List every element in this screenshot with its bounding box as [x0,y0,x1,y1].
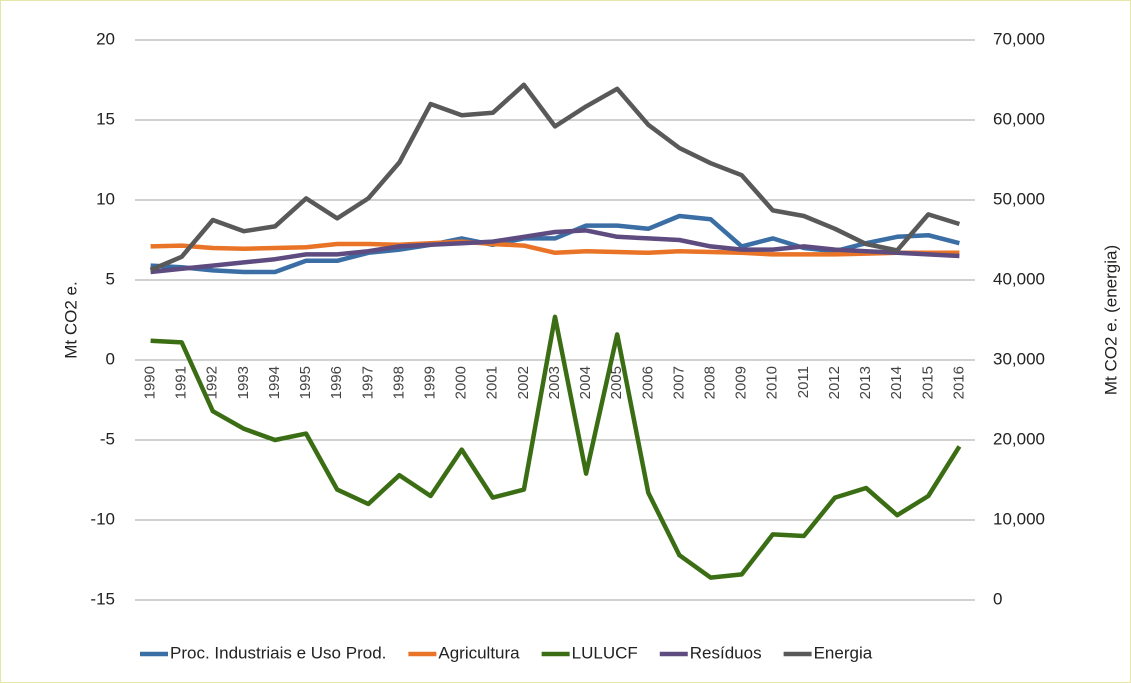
series-line [150,314,962,580]
y-axis-title: Mt CO2 e. [61,281,80,358]
series-line [150,228,960,275]
y-tick-label: -5 [100,429,115,448]
legend-label: LULUCF [572,643,638,662]
x-tick-label: 1994 [266,366,283,399]
series-line [150,239,960,257]
x-tick-label: 2011 [795,366,812,398]
x-tick-label: 2002 [515,366,532,399]
x-tick-label: 2005 [608,366,625,399]
y2-tick-label: 70,000 [993,29,1045,48]
y2-tick-label: 30,000 [993,349,1045,368]
x-tick-label: 2010 [764,366,781,399]
x-tick-label: 2012 [826,366,843,399]
x-tick-label: 1996 [328,366,345,399]
x-tick-label: 2013 [857,366,874,399]
x-tick-label: 2008 [702,366,719,399]
x-tick-label: 2015 [919,366,936,399]
y2-axis-title: Mt CO2 e. (energia) [1101,245,1120,395]
y2-tick-label: 60,000 [993,109,1045,128]
x-tick-label: 1992 [204,366,221,399]
x-tick-label: 2009 [733,366,750,399]
x-tick-label: 2007 [670,366,687,399]
y-tick-label: -15 [90,589,115,608]
x-tick-label: 1995 [297,366,314,399]
y-tick-label: 10 [96,189,115,208]
x-tick-label: 1993 [235,366,252,399]
x-tick-label: 2000 [453,366,470,399]
y-tick-label: 15 [96,109,115,128]
legend-label: Resíduos [690,643,762,662]
legend-label: Agricultura [438,643,520,662]
x-tick-label: 1998 [390,366,407,399]
y2-tick-label: 10,000 [993,509,1045,528]
x-tick-label: 2003 [546,366,563,399]
x-tick-label: 1990 [142,366,159,399]
y-tick-label: 5 [106,269,115,288]
y2-tick-label: 20,000 [993,429,1045,448]
x-tick-label: 2016 [950,366,967,399]
y2-tick-label: 40,000 [993,269,1045,288]
x-tick-label: 2006 [639,366,656,399]
y2-tick-label: 50,000 [993,189,1045,208]
x-tick-label: 1991 [173,366,190,399]
x-tick-label: 2004 [577,366,594,399]
x-tick-label: 2014 [888,366,905,399]
x-tick-label: 1999 [422,366,439,399]
y2-tick-label: 0 [993,589,1002,608]
legend-label: Proc. Industriais e Uso Prod. [170,643,386,662]
legend-label: Energia [814,643,873,662]
x-tick-label: 1997 [359,366,376,399]
x-tick-label: 2001 [484,366,501,399]
y-tick-label: -10 [90,509,115,528]
y-tick-label: 0 [106,349,115,368]
y-tick-label: 20 [96,29,115,48]
series-line [149,82,961,273]
